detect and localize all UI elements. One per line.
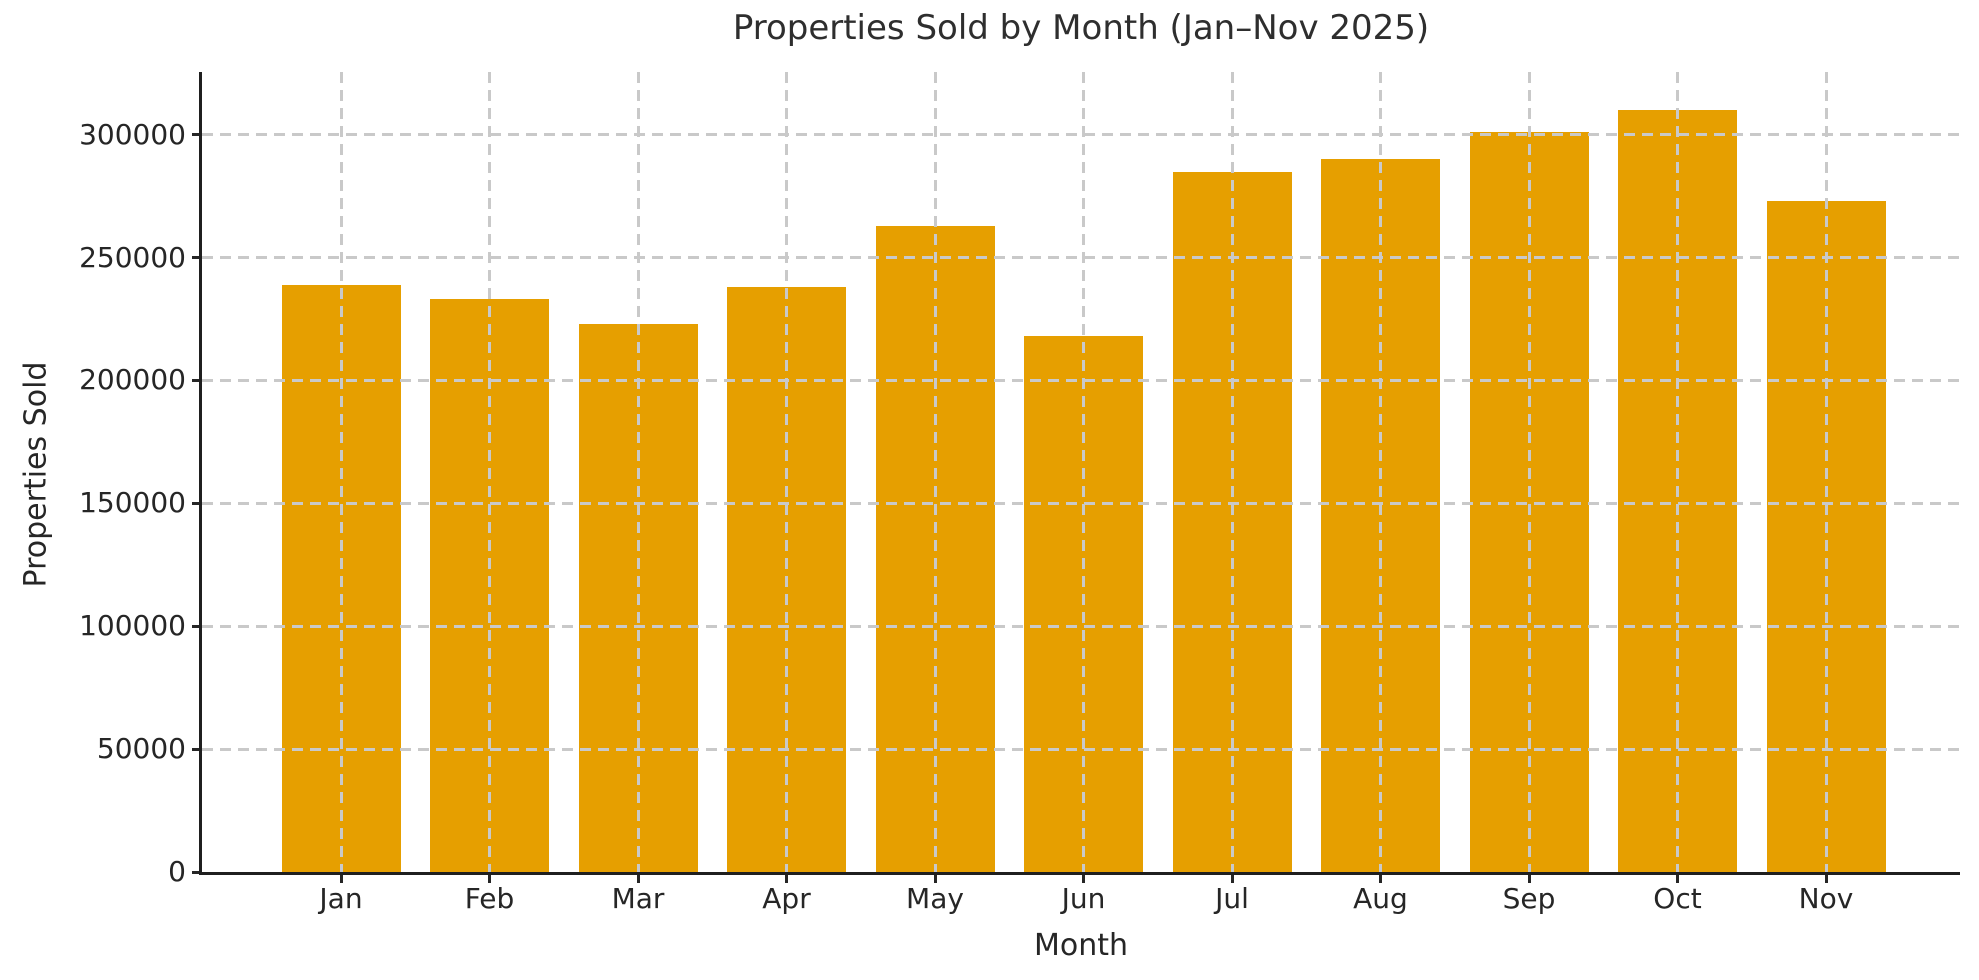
x-tick-mark <box>636 873 640 883</box>
x-tick-mark <box>1676 873 1679 883</box>
x-gridline <box>1379 72 1382 872</box>
x-gridline <box>1824 72 1828 872</box>
y-gridline <box>202 133 1960 137</box>
x-axis-spine <box>199 872 1960 875</box>
y-tick-label: 300000 <box>79 117 186 151</box>
x-tick-mark <box>1527 873 1531 883</box>
x-tick-label: Mar <box>611 882 665 915</box>
x-gridline <box>1230 72 1234 872</box>
y-tick-mark <box>192 133 202 137</box>
y-tick-label: 250000 <box>79 240 186 274</box>
x-tick-label: Aug <box>1353 882 1408 915</box>
y-tick-mark <box>192 501 202 505</box>
y-gridline <box>202 256 1960 260</box>
x-gridline <box>1527 72 1531 872</box>
y-gridline <box>202 501 1960 505</box>
y-tick-label: 150000 <box>79 486 186 520</box>
y-gridline <box>202 378 1960 382</box>
y-tick-mark <box>192 747 202 751</box>
y-tick-label: 200000 <box>79 363 186 397</box>
x-tick-label: Nov <box>1798 882 1854 915</box>
y-gridline <box>202 624 1960 628</box>
x-tick-label: Feb <box>464 882 515 915</box>
x-gridline <box>488 72 491 872</box>
x-gridline <box>636 72 640 872</box>
x-tick-mark <box>933 873 937 883</box>
x-tick-label: Jun <box>1061 882 1106 915</box>
y-tick-mark <box>192 624 202 628</box>
x-gridline <box>1676 72 1679 872</box>
x-gridline <box>785 72 788 872</box>
x-tick-mark <box>1082 873 1085 883</box>
x-axis-label: Month <box>1033 928 1129 963</box>
x-tick-mark <box>1230 873 1234 883</box>
x-gridline <box>933 72 937 872</box>
x-tick-mark <box>488 873 491 883</box>
x-tick-label: Apr <box>762 882 811 915</box>
y-tick-mark <box>192 378 202 382</box>
x-tick-mark <box>1824 873 1828 883</box>
y-tick-mark <box>192 870 202 874</box>
x-tick-mark <box>1379 873 1382 883</box>
x-gridline <box>339 72 343 872</box>
x-tick-label: May <box>906 882 964 915</box>
x-tick-label: Jul <box>1215 882 1249 915</box>
y-tick-label: 100000 <box>79 609 186 643</box>
y-tick-label: 50000 <box>96 732 186 766</box>
x-tick-label: Sep <box>1502 882 1556 915</box>
y-gridline <box>202 747 1960 751</box>
y-tick-mark <box>192 256 202 260</box>
x-tick-label: Jan <box>319 882 363 915</box>
y-tick-label: 0 <box>168 855 186 888</box>
x-tick-mark <box>339 873 343 883</box>
y-axis-spine <box>199 72 202 875</box>
x-tick-label: Oct <box>1653 882 1702 915</box>
x-tick-mark <box>785 873 788 883</box>
chart-title: Properties Sold by Month (Jan–Nov 2025) <box>732 8 1430 48</box>
x-gridline <box>1082 72 1085 872</box>
